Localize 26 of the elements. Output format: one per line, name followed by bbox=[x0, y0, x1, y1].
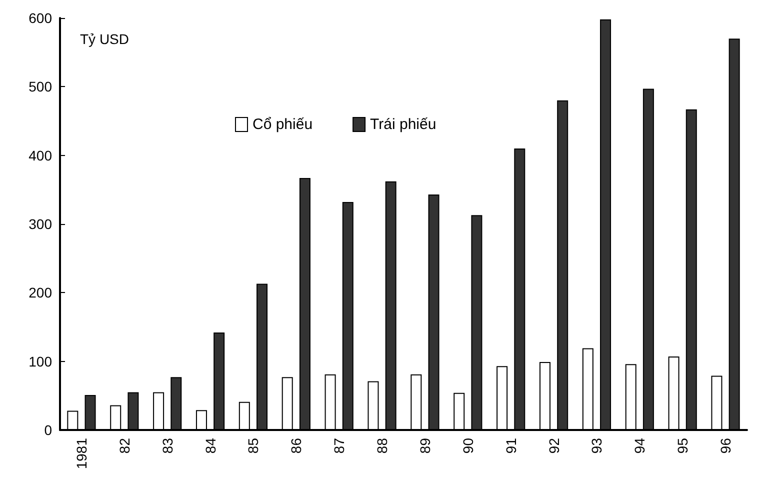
x-tick-label: 91 bbox=[502, 438, 519, 454]
x-tick-label: 88 bbox=[374, 438, 390, 454]
x-tick-label: 95 bbox=[674, 438, 691, 454]
x-tick-label: 82 bbox=[116, 438, 132, 454]
legend-label: Cổ phiếu bbox=[252, 116, 313, 133]
y-tick-label: 200 bbox=[28, 284, 52, 301]
x-tick-label: 89 bbox=[416, 438, 433, 454]
y-tick-label: 400 bbox=[28, 147, 52, 164]
y-axis-title: Tỷ USD bbox=[80, 31, 129, 47]
x-tick-label: 83 bbox=[159, 438, 176, 454]
x-tick-label: 93 bbox=[588, 438, 605, 454]
x-tick-label: 90 bbox=[460, 438, 476, 454]
y-tick-label: 100 bbox=[28, 353, 52, 370]
y-tick-label: 500 bbox=[28, 78, 52, 95]
y-tick-label: 300 bbox=[28, 216, 52, 232]
x-tick-label: 92 bbox=[546, 438, 562, 454]
x-tick-label: 1981 bbox=[73, 438, 90, 470]
x-tick-label: 85 bbox=[245, 438, 262, 454]
x-tick-label: 96 bbox=[718, 438, 734, 454]
x-tick-label: 86 bbox=[288, 438, 304, 454]
x-tick-label: 94 bbox=[632, 438, 648, 454]
y-tick-label: 600 bbox=[28, 10, 52, 26]
x-tick-label: 84 bbox=[202, 438, 218, 454]
legend-label: Trái phiếu bbox=[370, 116, 436, 133]
x-tick-label: 87 bbox=[331, 438, 348, 454]
y-tick-label: 0 bbox=[44, 422, 52, 438]
